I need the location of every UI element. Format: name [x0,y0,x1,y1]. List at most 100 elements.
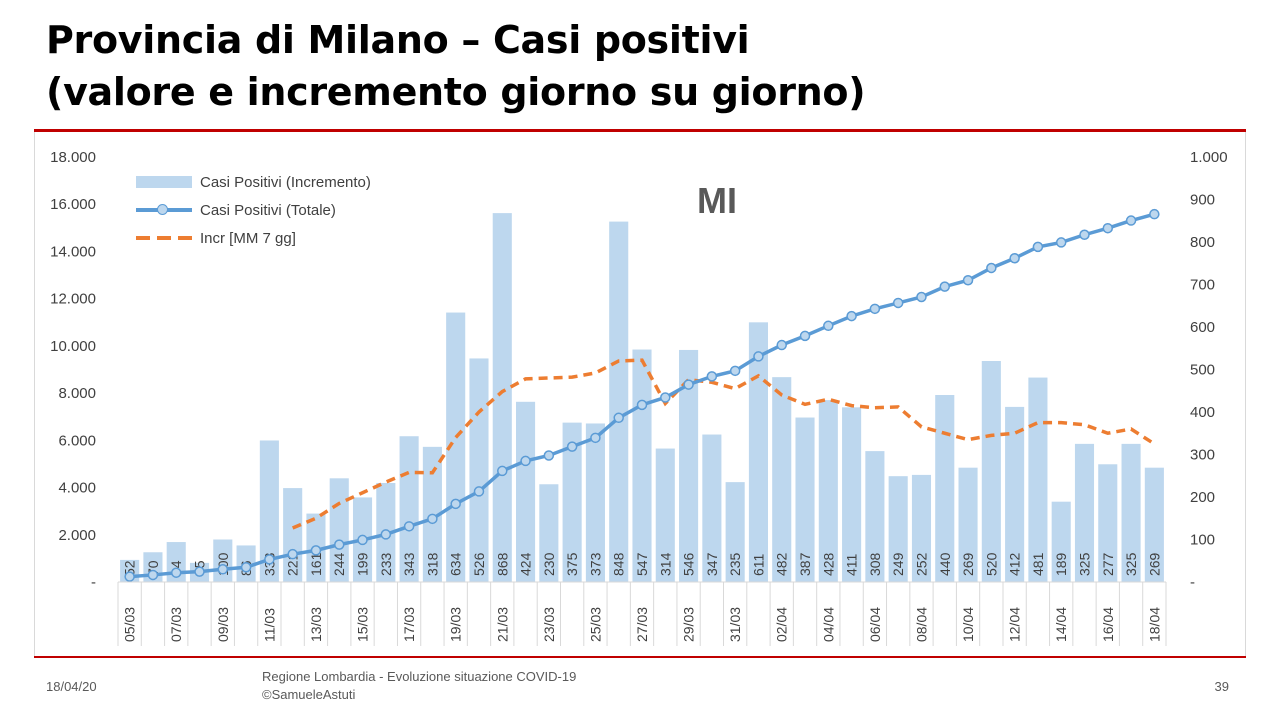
bar-value-label: 482 [774,552,790,576]
bar-value-label: 308 [867,552,883,576]
bar-value-label: 347 [704,552,720,576]
total-point [1079,229,1090,241]
total-point [543,450,555,461]
bar [1098,464,1118,582]
legend-label-total: Casi Positivi (Totale) [200,201,336,219]
bar-value-label: 387 [797,552,813,576]
legend-item-increment: Casi Positivi (Incremento) [136,168,371,196]
bar [492,213,512,582]
y-right-tick-label: 600 [1190,319,1215,336]
total-point [799,330,811,342]
total-point [403,521,415,532]
page-number: 39 [1214,679,1229,694]
slide-title-line1: Provincia di Milano – Casi positivi [46,18,750,62]
chart-legend: Casi Positivi (Incremento) Casi Positivi… [136,168,371,252]
y-right-tick-label: 500 [1190,362,1215,379]
total-point [170,567,182,578]
bar-value-label: 848 [611,552,627,576]
chart-frame [34,132,1246,656]
total-point [1125,215,1137,226]
y-left-tick-label: 16.000 [50,196,96,213]
bar [818,400,838,582]
total-point [776,339,787,351]
bar [539,484,559,582]
total-point [683,379,694,390]
y-right-tick-label: 900 [1190,192,1215,209]
y-left-tick-label: 4.000 [58,480,96,497]
x-tick-label: 13/03 [308,607,324,642]
total-point [380,529,392,540]
y-left-tick-label: 6.000 [58,432,96,449]
x-tick-label: 15/03 [355,607,371,642]
bar-value-label: 233 [378,552,394,576]
total-point [124,571,135,582]
moving-average-series [291,358,1156,530]
y-right-tick-label: 100 [1190,532,1215,549]
total-point [613,412,624,424]
footer-date: 18/04/20 [46,679,97,694]
y-right-tick-label: 800 [1190,234,1215,251]
x-tick-label: 19/03 [448,607,464,642]
bar-value-label: 412 [1007,552,1023,576]
total-point [962,275,974,286]
bar [702,434,722,582]
total-point [147,569,159,581]
total-point [823,320,834,332]
bar-value-label: 244 [331,552,347,576]
y-right-tick-label: 700 [1190,277,1215,294]
x-tick-label: 21/03 [494,607,510,642]
total-point [939,281,951,292]
bar [329,478,349,582]
bar-value-label: 440 [937,552,953,576]
total-point [986,262,997,274]
bar-value-label: 481 [1030,552,1046,576]
total-point [892,297,904,309]
x-tick-label: 12/04 [1007,607,1023,642]
total-point [497,465,508,477]
bar-value-label: 221 [285,552,301,576]
bar [585,423,605,582]
legend-swatch-dashed [136,232,192,244]
bar [469,358,489,582]
total-point [217,564,229,575]
legend-swatch-line [136,204,192,216]
x-tick-label: 16/04 [1100,607,1116,642]
total-point [566,441,578,452]
total-point [846,310,857,322]
total-point [310,545,322,556]
total-point [869,303,881,315]
bar [259,440,279,582]
x-tick-label: 05/03 [122,607,138,642]
x-tick-label: 11/03 [261,608,277,642]
bar-value-label: 526 [471,552,487,576]
bar [725,482,745,582]
bar-value-label: 411 [844,553,860,576]
bar [795,417,815,582]
total-point [916,291,927,303]
y-left-tick-label: 10.000 [50,338,96,355]
bar-value-label: 375 [564,552,580,576]
bar-value-label: 634 [448,552,464,576]
bar-series [120,213,1164,582]
x-tick-label: 10/04 [960,607,976,642]
bar-value-label: 325 [1076,552,1092,576]
bar-value-label: 252 [913,552,929,576]
bar [911,474,932,582]
bar [679,349,699,582]
total-point [333,539,345,550]
bar [748,322,768,582]
y-left-tick-label: 2.000 [58,527,96,544]
x-tick-label: 18/04 [1146,607,1162,642]
bar-value-label: 52 [122,560,138,576]
total-point [450,498,461,510]
bar [981,361,1001,582]
bar-value-label: 546 [681,552,697,576]
total-point [753,351,764,362]
bar [958,467,978,582]
x-tick-label: 27/03 [634,607,650,642]
y-left-tick-label: 14.000 [50,243,96,260]
bar [609,221,629,582]
top-divider [34,129,1246,132]
bar [1051,501,1071,582]
x-tick-label: 14/04 [1053,607,1069,642]
